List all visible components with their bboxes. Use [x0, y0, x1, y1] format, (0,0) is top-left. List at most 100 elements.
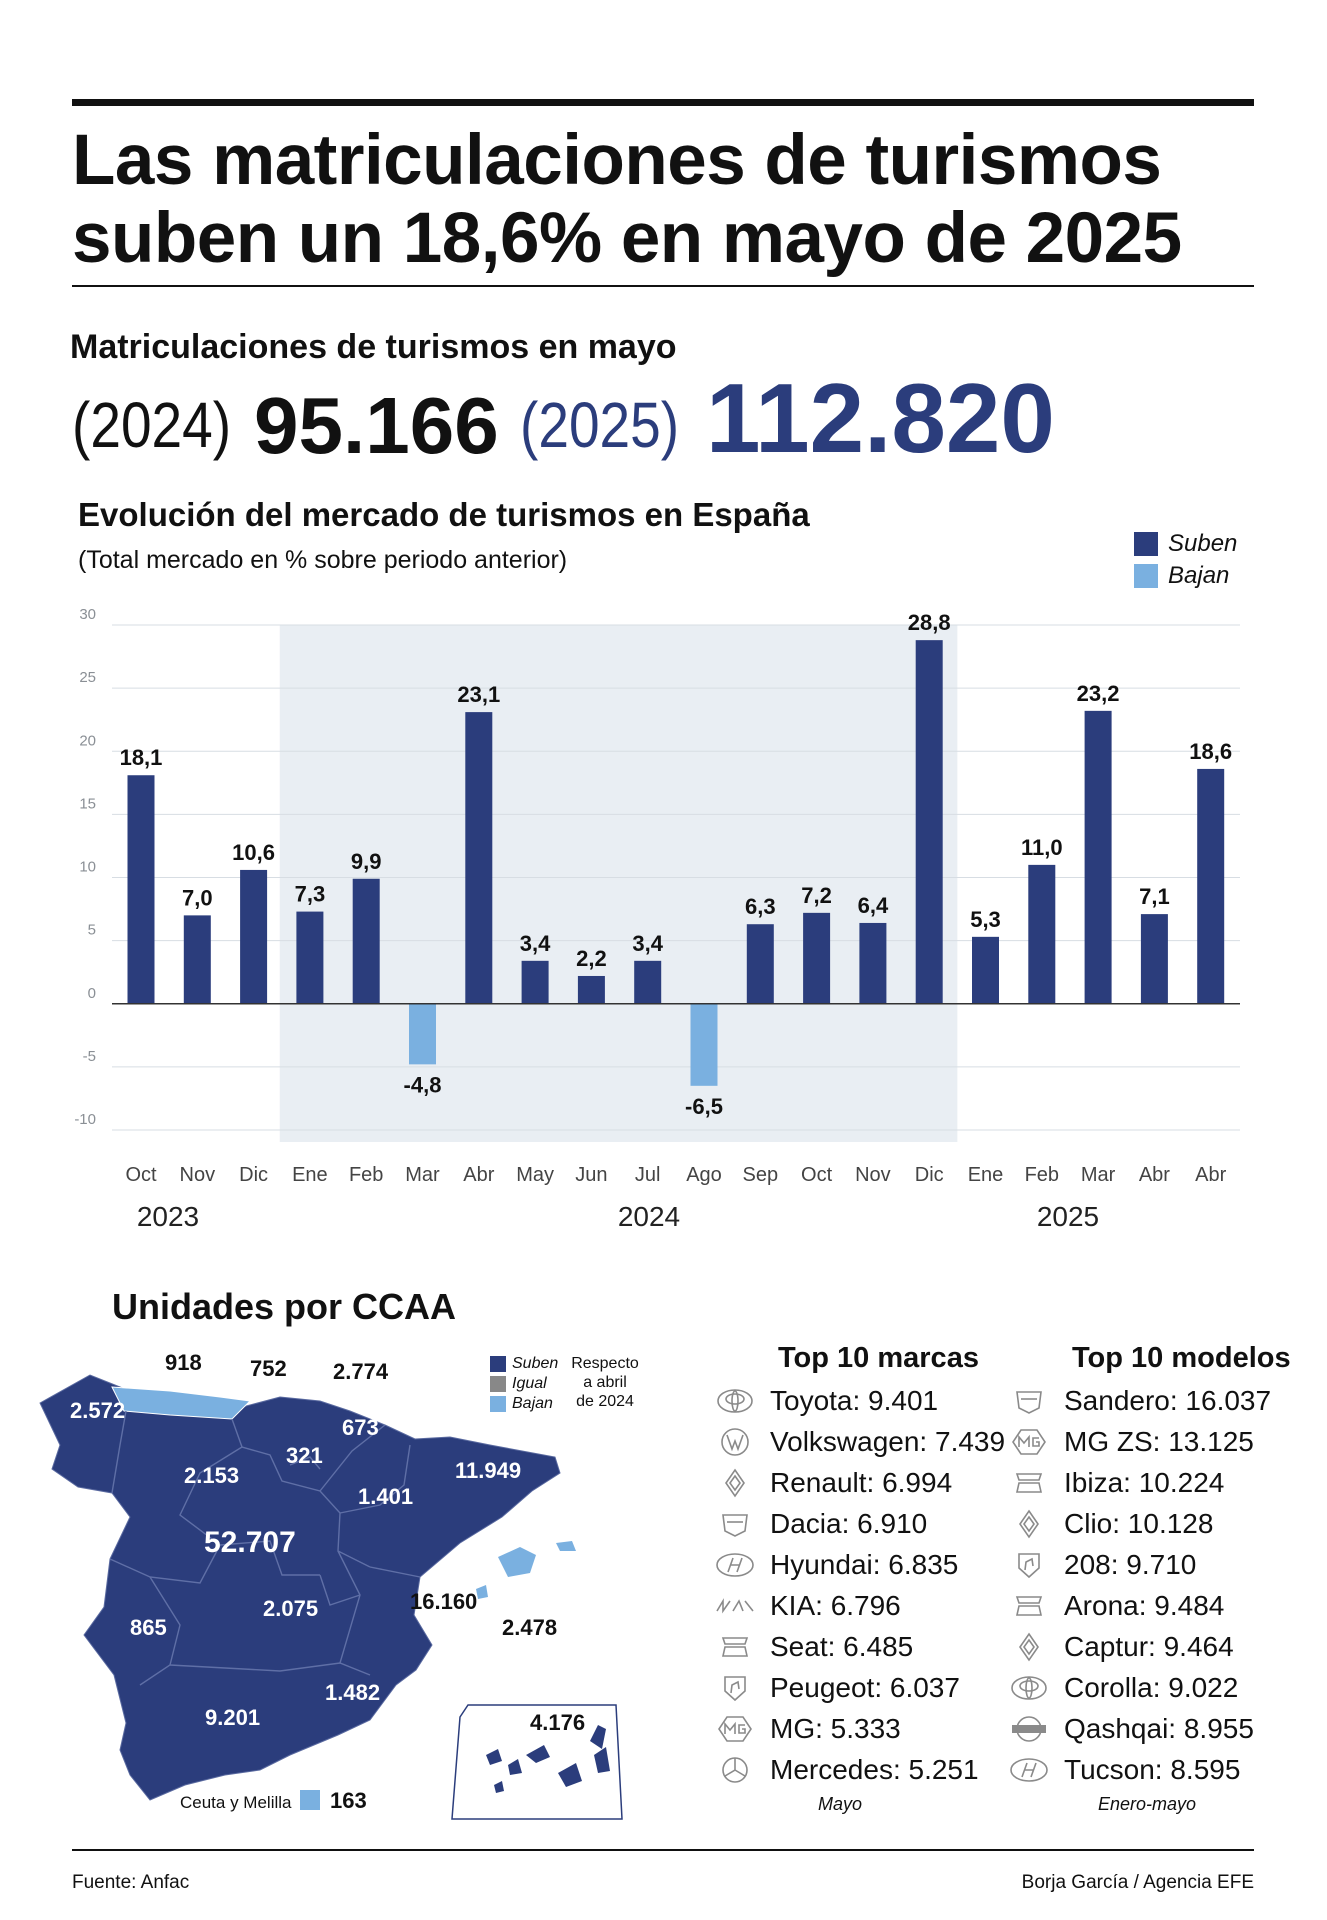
legend-swatch-suben [1134, 532, 1158, 556]
bar [690, 1003, 718, 1086]
chart-title: Evolución del mercado de turismos en Esp… [78, 496, 810, 533]
region-value-label: 52.707 [204, 1526, 296, 1559]
bar [859, 922, 887, 1004]
bar [352, 878, 380, 1004]
x-tick-label: Ago [686, 1164, 722, 1186]
menorca-shape [556, 1541, 576, 1551]
legend-label-bajan: Bajan [1168, 562, 1230, 589]
dacia-logo-icon [1006, 1386, 1052, 1416]
ccaa-note-line-2: a abril [583, 1374, 627, 1391]
evolution-bar-chart: 30 25 20 15 10 5 0 -5 -10 18,1 Oct 7,0 Nov 10,6 Dic 7,3… [74, 606, 1240, 1232]
bar [746, 924, 774, 1004]
x-tick-label: Mar [1081, 1164, 1116, 1186]
x-tick-label: Feb [349, 1164, 383, 1186]
value-2024: 95.166 [254, 381, 499, 470]
region-value-label: 321 [286, 1443, 323, 1468]
mainland-shape [39, 1374, 561, 1801]
ccaa-note-line-1: Respecto [571, 1355, 639, 1372]
y-tick-label: -5 [83, 1048, 96, 1065]
top-brand-item-label: Seat: 6.485 [770, 1630, 914, 1662]
bar [1197, 768, 1225, 1004]
x-tick-label: Abr [1139, 1164, 1170, 1186]
bar [634, 960, 662, 1004]
region-value-label: 9.201 [205, 1705, 260, 1730]
x-tick-label: Oct [801, 1164, 833, 1186]
mg-logo-icon [1006, 1427, 1052, 1457]
top-model-item: Captur: 9.464 [1006, 1626, 1271, 1667]
bar-value-label: 3,4 [632, 931, 663, 956]
top-brand-item-label: Hyundai: 6.835 [770, 1548, 959, 1580]
nissan-logo-icon [1006, 1714, 1052, 1744]
bar-value-label: 3,4 [520, 931, 551, 956]
bar-value-label: -6,5 [685, 1094, 723, 1119]
top-brands-list: Toyota: 9.401 Volkswagen: 7.439 Renault: 6… [712, 1380, 1005, 1790]
y-tick-label: 5 [88, 922, 96, 939]
bar-value-label: 5,3 [970, 907, 1001, 932]
x-tick-label: Abr [463, 1164, 494, 1186]
y-tick-label: 30 [79, 606, 96, 623]
bar-value-label: 7,3 [295, 882, 326, 907]
region-value-label: 673 [342, 1415, 379, 1440]
ccaa-legend-bajan: Bajan [490, 1394, 558, 1414]
hyundai-logo-icon [712, 1550, 758, 1580]
headline: Las matriculaciones de turismos suben un… [72, 122, 1254, 278]
top-brand-item-label: MG: 5.333 [770, 1712, 901, 1744]
x-tick-label: Abr [1195, 1164, 1226, 1186]
top-brand-item-label: Peugeot: 6.037 [770, 1671, 960, 1703]
peugeot-logo-icon [712, 1673, 758, 1703]
x-tick-label: Mar [405, 1164, 440, 1186]
top-brand-item: Dacia: 6.910 [712, 1503, 1005, 1544]
headline-line-1: Las matriculaciones de turismos [72, 121, 1162, 200]
footer-credit: Borja García / Agencia EFE [1021, 1872, 1254, 1893]
hyundai-logo-icon [1006, 1755, 1052, 1785]
bar [803, 912, 831, 1004]
top-model-item: Tucson: 8.595 [1006, 1749, 1271, 1790]
year-2024-label: (2024) [72, 389, 232, 461]
x-tick-label: Dic [915, 1164, 944, 1186]
volkswagen-logo-icon [712, 1427, 758, 1457]
x-tick-label: Oct [125, 1164, 157, 1186]
x-tick-label: Sep [743, 1164, 779, 1186]
region-borders [109, 1410, 421, 1686]
chart-legend: Suben Bajan [1134, 530, 1237, 590]
bar-value-label: 11,0 [1021, 835, 1063, 860]
region-value-label: 918 [165, 1350, 202, 1375]
top-brand-item-label: Volkswagen: 7.439 [770, 1425, 1006, 1457]
toyota-logo-icon [1006, 1673, 1052, 1703]
top-brand-item: Mercedes: 5.251 [712, 1749, 1005, 1790]
mg-logo-icon [712, 1714, 758, 1744]
x-tick-label: Feb [1025, 1164, 1059, 1186]
top-brand-item: Seat: 6.485 [712, 1626, 1005, 1667]
canarias-islands [486, 1725, 610, 1793]
bar [465, 712, 493, 1004]
bar-value-label: 6,4 [858, 893, 889, 918]
top-brand-item-label: KIA: 6.796 [770, 1589, 901, 1621]
ccaa-legend-suben-swatch [490, 1356, 506, 1372]
bar-value-label: 9,9 [351, 849, 382, 874]
top-model-item-label: Qashqai: 8.955 [1064, 1712, 1254, 1744]
ccaa-note-line-3: de 2024 [576, 1393, 634, 1410]
x-tick-label: Dic [239, 1164, 268, 1186]
bar [127, 775, 155, 1004]
top-brand-item: Volkswagen: 7.439 [712, 1421, 1005, 1462]
ccaa-legend-note: Respecto a abril de 2024 [568, 1354, 642, 1411]
bar [521, 960, 549, 1004]
region-value-label: 4.176 [530, 1710, 585, 1735]
top-models-list: Sandero: 16.037 MG ZS: 13.125 Ibiza: 10.22… [1006, 1380, 1271, 1790]
ccaa-legend-bajan-swatch [490, 1396, 506, 1412]
top-brand-item: Hyundai: 6.835 [712, 1544, 1005, 1585]
top-brand-item: Toyota: 9.401 [712, 1380, 1005, 1421]
bar [972, 936, 999, 1004]
bar [183, 915, 211, 1004]
top-brand-item-label: Renault: 6.994 [770, 1466, 953, 1498]
year-group-label: 2025 [1037, 1201, 1099, 1232]
bar-value-label: 23,1 [457, 682, 500, 707]
peugeot-logo-icon [1006, 1550, 1052, 1580]
mercedes-logo-icon [712, 1755, 758, 1785]
top-brand-item: MG: 5.333 [712, 1708, 1005, 1749]
value-2025: 112.820 [706, 363, 1055, 473]
region-value-label: 2.572 [70, 1398, 125, 1423]
region-value-label: 2.774 [333, 1359, 389, 1384]
headline-rule [72, 285, 1254, 287]
renault-logo-icon [1006, 1632, 1052, 1662]
